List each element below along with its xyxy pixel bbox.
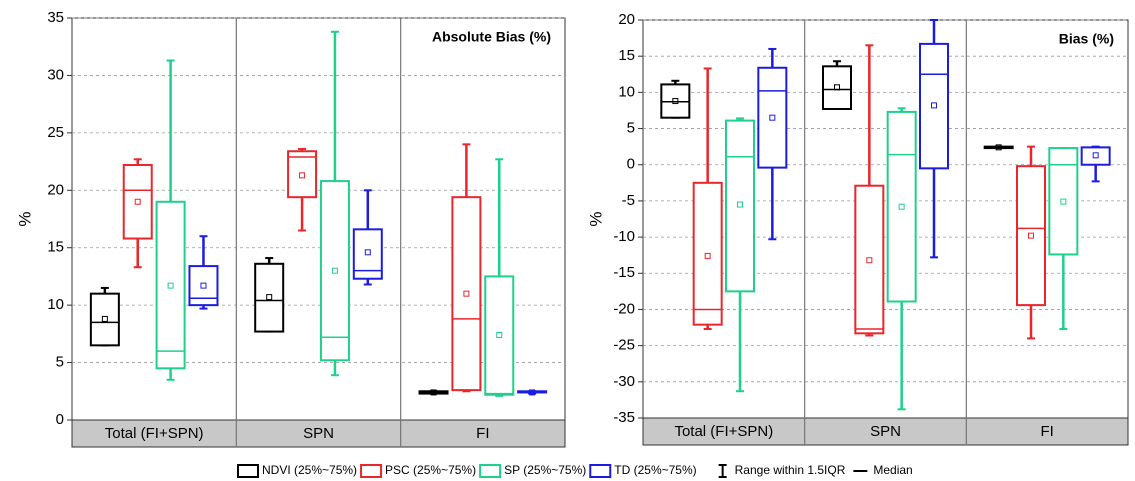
mean bbox=[737, 201, 743, 208]
y-tick-label: 30 bbox=[47, 66, 64, 83]
legend-label: PSC (25%~75%) bbox=[385, 463, 476, 477]
y-tick-label: 10 bbox=[618, 83, 635, 100]
box bbox=[1016, 165, 1046, 307]
box bbox=[757, 66, 788, 169]
box bbox=[319, 180, 350, 362]
panel-label: Bias (%) bbox=[1059, 31, 1114, 47]
y-axis-label: % bbox=[15, 211, 34, 226]
mean bbox=[931, 102, 937, 109]
x-tick-label: Total (FI+SPN) bbox=[105, 425, 204, 442]
y-tick-label: -15 bbox=[613, 264, 635, 281]
y-tick-label: -10 bbox=[613, 228, 635, 245]
legend-label: Range within 1.5IQR bbox=[735, 463, 846, 477]
box bbox=[919, 42, 949, 170]
mean bbox=[704, 252, 711, 259]
mean bbox=[299, 172, 306, 179]
panel-label-bg bbox=[425, 24, 557, 50]
box bbox=[1080, 146, 1111, 166]
y-tick-label: -30 bbox=[613, 373, 635, 390]
mean bbox=[866, 257, 873, 264]
y-axis-label: % bbox=[586, 211, 605, 226]
y-tick-label: 0 bbox=[627, 156, 635, 173]
x-tick-label: Total (FI+SPN) bbox=[674, 423, 773, 440]
y-tick-label: 5 bbox=[56, 354, 64, 371]
box bbox=[1048, 147, 1079, 256]
mean bbox=[769, 114, 776, 121]
y-tick-label: 5 bbox=[627, 120, 635, 137]
box bbox=[122, 164, 153, 240]
x-tick-label: SPN bbox=[870, 423, 901, 440]
legend-label: Median bbox=[873, 463, 912, 477]
y-tick-label: 35 bbox=[47, 9, 64, 26]
box bbox=[854, 184, 885, 335]
category-strip bbox=[642, 417, 1129, 446]
legend-label: NDVI (25%~75%) bbox=[262, 463, 357, 477]
mean bbox=[1060, 198, 1067, 205]
mean bbox=[101, 315, 108, 322]
legend-swatch bbox=[589, 464, 612, 478]
y-tick-label: 15 bbox=[47, 239, 64, 256]
mean bbox=[496, 332, 503, 339]
y-tick-label: -5 bbox=[622, 192, 635, 209]
y-tick-label: 15 bbox=[618, 47, 635, 64]
y-tick-label: 0 bbox=[56, 411, 64, 428]
legend-swatch bbox=[479, 464, 502, 478]
plot-area bbox=[642, 19, 1129, 419]
box bbox=[254, 262, 285, 333]
box bbox=[886, 110, 917, 303]
mean bbox=[995, 144, 1002, 151]
plot-area bbox=[71, 17, 566, 421]
x-tick-label: FI bbox=[476, 425, 489, 442]
legend-label: TD (25%~75%) bbox=[614, 463, 696, 477]
category-strip bbox=[71, 419, 566, 448]
mean bbox=[331, 267, 338, 274]
y-tick-label: -35 bbox=[613, 409, 635, 426]
mean bbox=[1028, 232, 1034, 239]
x-tick-label: FI bbox=[1040, 423, 1053, 440]
y-tick-label: 25 bbox=[47, 124, 64, 141]
mean bbox=[167, 282, 174, 289]
mean bbox=[364, 249, 371, 256]
box bbox=[451, 196, 482, 392]
y-tick-label: 20 bbox=[618, 11, 635, 28]
mean bbox=[672, 98, 679, 105]
panel-label: Absolute Bias (%) bbox=[432, 29, 551, 45]
box bbox=[188, 265, 219, 307]
y-tick-label: -25 bbox=[613, 337, 635, 354]
box bbox=[725, 119, 755, 293]
legend-swatch bbox=[237, 464, 259, 478]
y-tick-label: 10 bbox=[47, 296, 64, 313]
legend-whisker-icon bbox=[718, 464, 727, 478]
mean bbox=[898, 203, 905, 210]
y-tick-label: -20 bbox=[613, 300, 635, 317]
box bbox=[89, 292, 120, 347]
mean bbox=[1092, 152, 1099, 159]
panel-label-bg bbox=[988, 26, 1120, 52]
mean bbox=[266, 294, 273, 301]
mean bbox=[200, 282, 207, 289]
box bbox=[287, 150, 318, 199]
legend-label: SP (25%~75%) bbox=[504, 463, 586, 477]
mean bbox=[834, 84, 840, 91]
mean bbox=[430, 389, 437, 396]
mean bbox=[529, 389, 536, 396]
x-tick-label: SPN bbox=[303, 425, 334, 442]
y-tick-label: 20 bbox=[47, 181, 64, 198]
box bbox=[822, 65, 852, 111]
box bbox=[155, 200, 186, 370]
box bbox=[484, 275, 515, 396]
mean bbox=[463, 290, 470, 297]
mean bbox=[134, 198, 141, 205]
legend-swatch bbox=[360, 464, 383, 478]
